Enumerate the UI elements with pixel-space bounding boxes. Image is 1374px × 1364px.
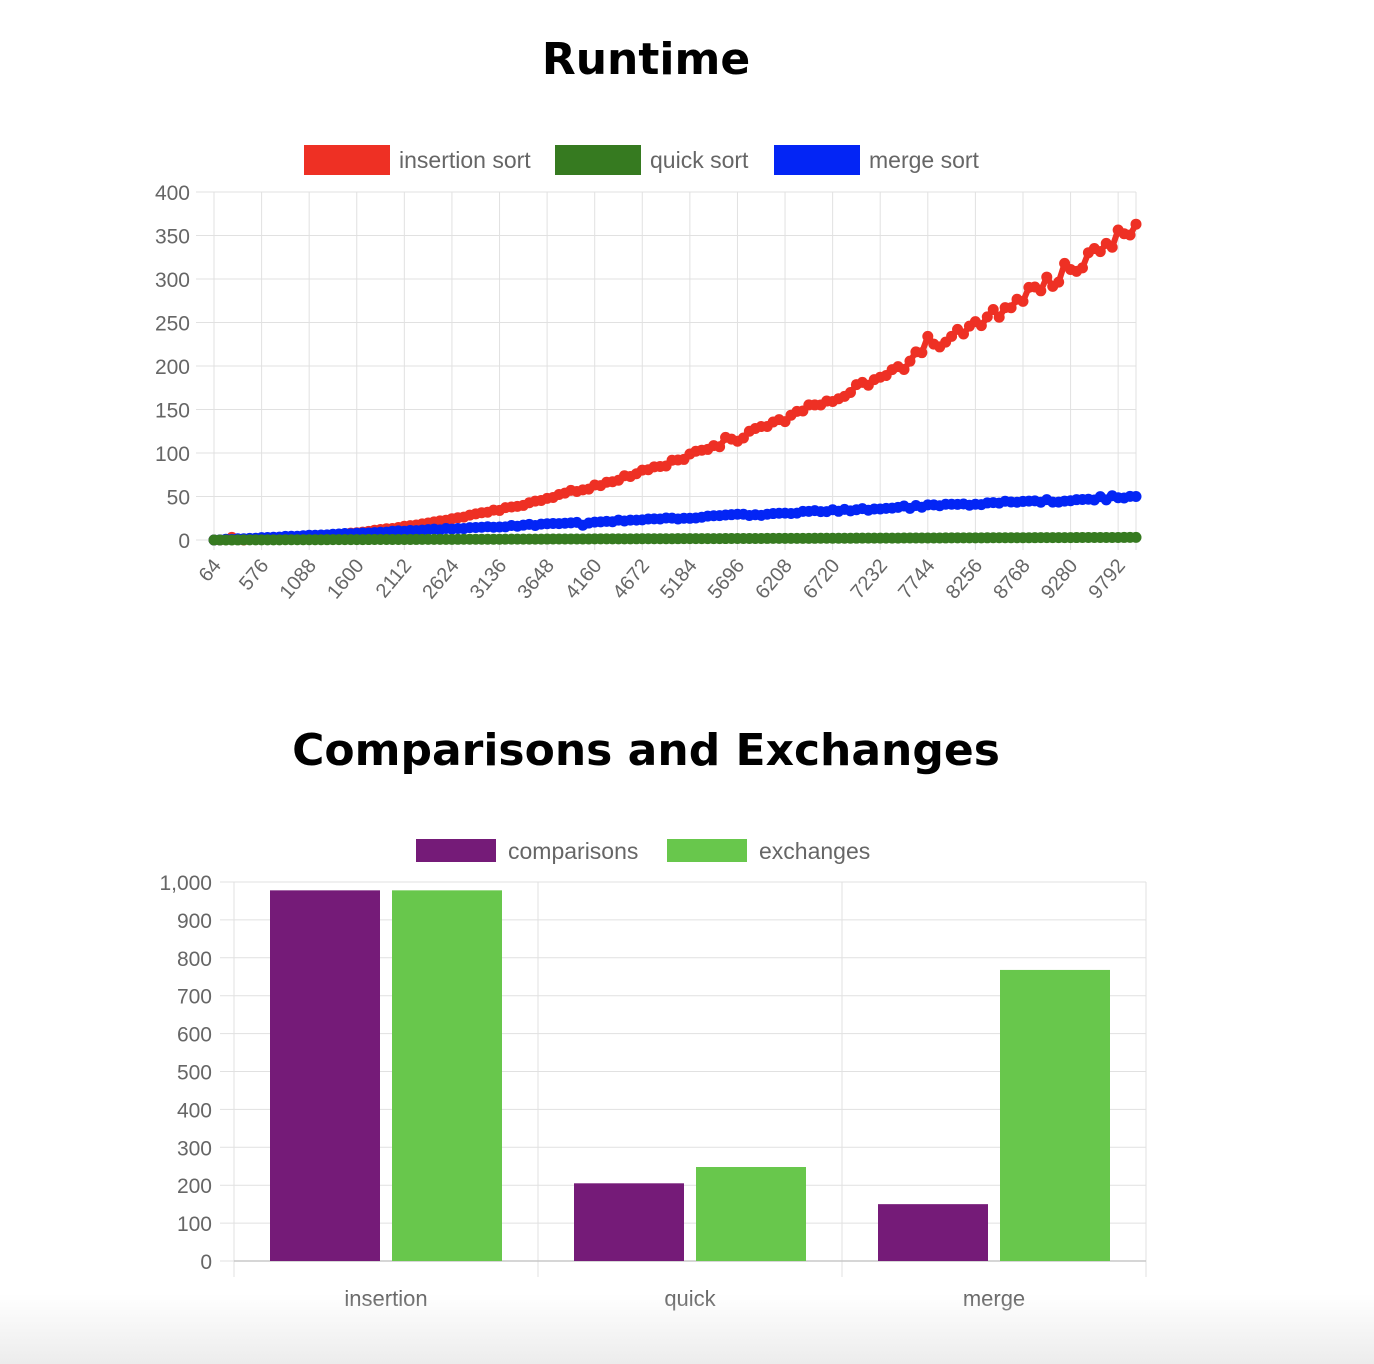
page-bottom-fade	[0, 1294, 1374, 1364]
data-point	[1017, 295, 1029, 307]
data-point	[1053, 276, 1065, 288]
y-tick-label: 50	[167, 487, 190, 510]
y-tick-label: 200	[177, 1175, 212, 1198]
data-point	[1106, 241, 1118, 253]
legend-swatch	[416, 839, 496, 862]
data-point	[1076, 262, 1088, 274]
data-point	[922, 330, 934, 342]
bar-comparisons-merge	[878, 1204, 988, 1261]
legend-label: exchanges	[759, 838, 870, 864]
data-point	[987, 303, 999, 315]
data-point	[1130, 531, 1142, 543]
y-tick-label: 700	[177, 986, 212, 1009]
x-tick-label: 8256	[942, 555, 987, 603]
data-point	[1124, 229, 1136, 241]
y-tick-label: 900	[177, 910, 212, 933]
data-point	[904, 355, 916, 367]
legend-swatch	[774, 145, 860, 175]
legend-item[interactable]: exchanges	[667, 838, 870, 864]
data-point	[993, 311, 1005, 323]
data-point	[916, 347, 928, 359]
legend-swatch	[667, 839, 747, 862]
x-tick-label: 6720	[799, 555, 844, 603]
y-tick-label: 0	[200, 1251, 212, 1274]
y-tick-label: 400	[177, 1099, 212, 1122]
y-tick-label: 300	[177, 1137, 212, 1160]
runtime-chart-title: Runtime	[541, 34, 751, 85]
x-tick-label: 64	[195, 555, 226, 586]
data-point	[714, 441, 726, 453]
x-tick-label: 5696	[704, 555, 749, 603]
data-point	[1130, 218, 1142, 230]
data-point	[957, 328, 969, 340]
runtime-legend: insertion sort quick sort merge sort	[304, 145, 980, 175]
comparisons-exchanges-chart-title: Comparisons and Exchanges	[292, 725, 1000, 776]
x-tick-label: 6208	[751, 555, 796, 603]
y-tick-label: 100	[155, 443, 190, 466]
y-tick-label: 500	[177, 1062, 212, 1085]
series-quick-sort	[208, 531, 1142, 546]
data-point	[898, 363, 910, 375]
x-tick-label: 4160	[561, 555, 606, 603]
comparisons-exchanges-bar-chart: comparisons exchanges 0 100 200 300 400 500 600 7…	[159, 838, 1147, 1311]
y-tick-label: 400	[155, 182, 190, 205]
legend-label: quick sort	[650, 147, 749, 173]
x-tick-label: 9280	[1037, 555, 1082, 603]
y-tick-label: 100	[177, 1213, 212, 1236]
y-tick-label: 200	[155, 356, 190, 379]
data-point	[1041, 271, 1053, 283]
bar-comparisons-quick	[574, 1183, 684, 1261]
legend-swatch	[555, 145, 641, 175]
x-tick-label: 3136	[466, 555, 511, 603]
x-tick-label: 8768	[989, 555, 1034, 603]
y-tick-label: 250	[155, 313, 190, 336]
x-tick-label: 5184	[656, 555, 701, 603]
data-point	[975, 320, 987, 332]
y-tick-label: 350	[155, 226, 190, 249]
x-tick-label: 2112	[372, 555, 417, 602]
legend-item[interactable]: merge sort	[774, 145, 980, 175]
x-tick-label: 7744	[894, 555, 939, 603]
x-tick-label: 3648	[513, 555, 558, 603]
y-tick-label: 0	[178, 530, 190, 553]
x-tick-label: 576	[235, 555, 273, 595]
y-tick-label: 1,000	[159, 872, 212, 895]
legend-label: insertion sort	[399, 147, 531, 173]
series-line	[213, 222, 1139, 543]
legend-swatch	[304, 145, 390, 175]
bar-exchanges-merge	[1000, 969, 1110, 1261]
runtime-line-chart: insertion sort quick sort merge sort 0 50 100…	[155, 145, 1142, 603]
legend-label: comparisons	[508, 838, 638, 864]
data-point	[844, 387, 856, 399]
bar-comparisons-insertion	[270, 890, 380, 1261]
y-tick-label: 600	[177, 1024, 212, 1047]
bar-exchanges-quick	[696, 1167, 806, 1261]
bar-exchanges-insertion	[392, 890, 502, 1261]
legend-item[interactable]: comparisons	[416, 838, 638, 864]
x-tick-label: 1088	[276, 555, 321, 603]
legend-item[interactable]: quick sort	[555, 145, 749, 175]
data-point	[1005, 302, 1017, 314]
data-point	[1094, 246, 1106, 258]
data-point	[1035, 285, 1047, 297]
data-point	[1130, 491, 1142, 502]
legend-label: merge sort	[869, 147, 980, 173]
x-tick-label: 7232	[847, 555, 892, 603]
x-tick-label: 9792	[1085, 555, 1130, 603]
data-point	[981, 311, 993, 323]
x-tick-label: 1600	[323, 555, 368, 603]
legend-item[interactable]: insertion sort	[304, 145, 531, 175]
y-tick-label: 300	[155, 269, 190, 292]
y-tick-label: 800	[177, 948, 212, 971]
compex-legend: comparisons exchanges	[416, 838, 870, 864]
x-tick-label: 4672	[609, 555, 654, 603]
x-tick-label: 2624	[418, 555, 463, 603]
y-tick-label: 150	[155, 400, 190, 423]
